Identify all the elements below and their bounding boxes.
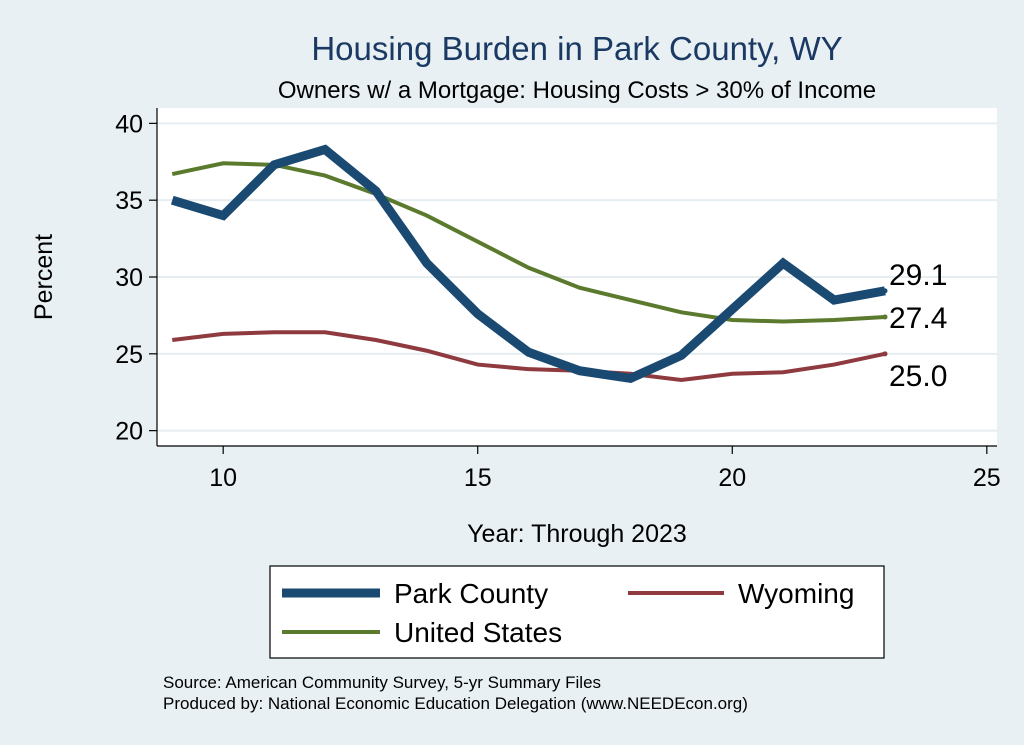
end-label-united-states: 27.4	[889, 302, 947, 335]
x-tick-label-15: 15	[464, 464, 492, 492]
legend-label-park-county: Park County	[394, 578, 548, 609]
x-axis-ticks: 10 15 20 25	[209, 446, 1001, 492]
legend-label-united-states: United States	[394, 617, 562, 648]
y-tick-label-40: 40	[115, 110, 143, 138]
x-axis-title: Year: Through 2023	[467, 520, 687, 548]
legend: Park County Wyoming United States	[269, 565, 885, 659]
end-labels: 29.1 27.4 25.0	[889, 259, 947, 393]
series-end-point-united-states	[882, 314, 888, 320]
chart-title: Housing Burden in Park County, WY	[311, 30, 842, 67]
y-tick-label-25: 25	[115, 341, 143, 369]
series-lines	[170, 144, 888, 384]
chart-subtitle: Owners w/ a Mortgage: Housing Costs > 30…	[278, 77, 876, 104]
end-label-park-county: 29.1	[889, 259, 947, 292]
x-tick-label-25: 25	[973, 464, 1001, 492]
series-end-point-park-county	[882, 288, 888, 294]
y-axis-ticks: 20 25 30 35 40	[115, 110, 157, 446]
series-end-point-wyoming	[882, 351, 888, 357]
legend-box	[269, 565, 885, 659]
series-line-united-states	[171, 161, 886, 324]
y-tick-label-30: 30	[115, 264, 143, 292]
y-axis-title: Percent	[30, 234, 58, 320]
y-tick-label-20: 20	[115, 418, 143, 446]
produced-by-note: Produced by: National Economic Education…	[163, 694, 748, 713]
end-label-wyoming: 25.0	[889, 360, 947, 393]
y-tick-label-35: 35	[115, 187, 143, 215]
series-line-wyoming	[172, 330, 886, 382]
source-note: Source: American Community Survey, 5-yr …	[163, 673, 601, 692]
x-tick-label-10: 10	[209, 464, 237, 492]
series-line-park-county	[170, 144, 886, 384]
gridlines	[157, 122, 997, 432]
x-tick-label-20: 20	[718, 464, 746, 492]
legend-label-wyoming: Wyoming	[738, 578, 854, 609]
